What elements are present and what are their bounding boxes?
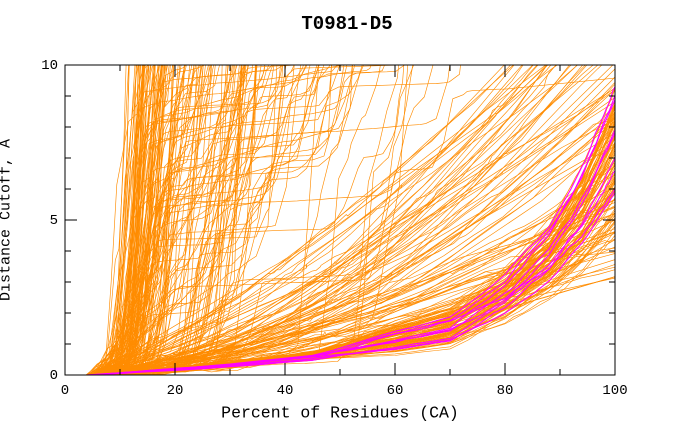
svg-text:5: 5 bbox=[50, 213, 58, 229]
svg-text:100: 100 bbox=[602, 383, 627, 399]
svg-text:10: 10 bbox=[41, 58, 58, 74]
svg-text:60: 60 bbox=[387, 383, 404, 399]
svg-text:0: 0 bbox=[50, 368, 58, 384]
svg-text:80: 80 bbox=[497, 383, 514, 399]
svg-text:20: 20 bbox=[167, 383, 184, 399]
svg-text:40: 40 bbox=[277, 383, 294, 399]
svg-text:0: 0 bbox=[61, 383, 69, 399]
